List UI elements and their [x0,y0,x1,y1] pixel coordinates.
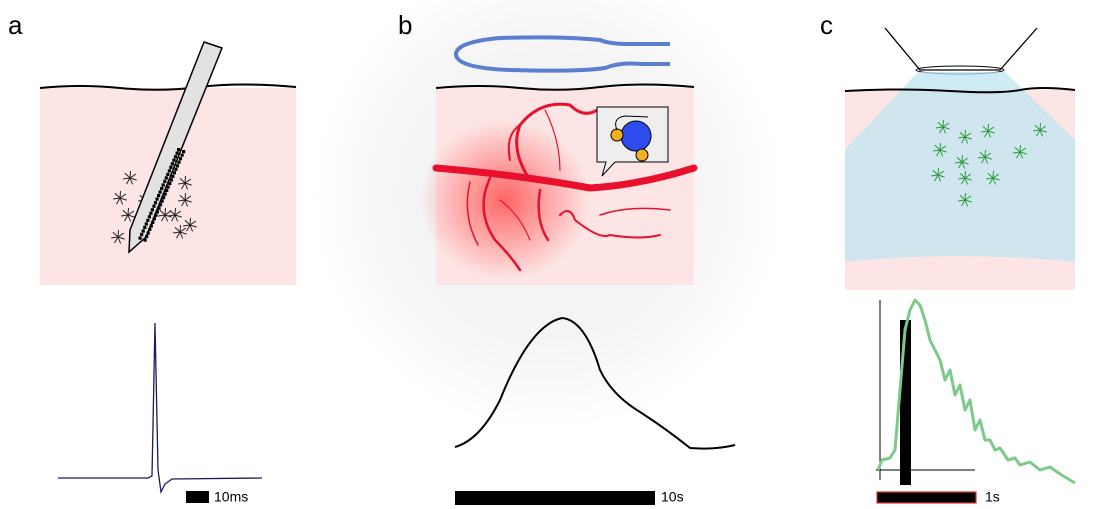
electrode-site [145,222,148,225]
page: a 10ms b 10s c 1s (() => { const d [0,0,1094,509]
electrode-site [176,164,179,167]
objective [885,28,1037,70]
electrode-site [182,150,185,153]
electrode-site [169,166,172,169]
electrode-site [145,235,148,238]
panel-label: a [8,10,23,40]
scale-bar-label: 10s [661,489,684,505]
stimulus-bar [900,320,911,485]
electrode-site [160,187,163,190]
electrode-site [139,237,142,240]
panel-label: b [398,10,412,40]
spike-trace [58,323,262,492]
electrode-site [168,169,171,172]
electrode-site [143,226,146,229]
electrode-site [164,193,167,196]
electrode-site [159,203,162,206]
electrode-site [174,155,177,158]
electrode-site [142,229,145,232]
electrode-site [148,215,151,218]
electrode-site [171,175,174,178]
panel-label: c [820,10,833,40]
electrode-site [154,201,157,204]
electrode-site [167,185,170,188]
electrode-site [156,198,159,201]
electrode-site [166,173,169,176]
electrode-site [181,154,184,157]
electrode-site [146,219,149,222]
electrode-site [163,180,166,183]
electrode-site [173,171,176,174]
electrode-site [174,168,177,171]
electrode-site [177,161,180,164]
electrode-site [151,221,154,224]
electrode-site [151,208,154,211]
electrode-site [147,231,150,234]
electrode-site [165,176,168,179]
electrode-site [154,214,157,217]
electrode-site [157,194,160,197]
electrode-site [148,228,151,231]
electrode-site [177,148,180,151]
scale-bar [186,491,209,503]
electrode-site [162,183,165,186]
figure: a 10ms b 10s c 1s [0,0,1094,509]
scale-bar [455,491,655,505]
electrode-site [149,212,152,215]
electrode-site [176,152,179,155]
electrode-site [150,224,153,227]
electrode-site [159,191,162,194]
electrode-site [152,205,155,208]
electrode-site [168,182,171,185]
electrode-site [179,157,182,160]
electrode-site [165,189,168,192]
electrode-site [144,239,147,242]
scale-bar-label: 10ms [214,489,248,505]
scale-bar-label: 1s [985,489,1000,505]
electrode-site [172,159,175,162]
electrode-site [157,207,160,210]
electrode-site [171,162,174,165]
electrode-site [162,196,165,199]
astrocyte-cell [636,149,648,161]
neuron-cell [611,129,623,141]
electrode-site [153,217,156,220]
electrode-site [161,200,164,203]
scale-bar [877,492,976,503]
vessel-cell [621,121,651,151]
electrode-site [156,210,159,213]
electrode-site [140,233,143,236]
electrode-site [170,178,173,181]
bold-glow [420,120,590,280]
